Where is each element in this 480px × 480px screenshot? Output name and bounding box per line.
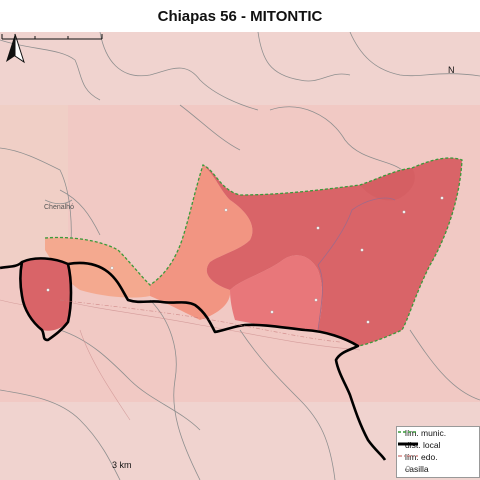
legend-item-municipal-limit: lím. munic. bbox=[397, 427, 479, 439]
state-limit-line bbox=[59, 299, 341, 343]
legend-item-state-limit: lím. edo. bbox=[397, 451, 479, 463]
map-band-top bbox=[0, 32, 480, 105]
place-label-chenalho: Chenalhó bbox=[44, 204, 74, 211]
north-label: N bbox=[448, 65, 455, 75]
internal-boundary bbox=[317, 197, 396, 331]
dashed-green-line-icon bbox=[398, 431, 418, 433]
section-light bbox=[150, 165, 253, 320]
casilla-markers bbox=[46, 196, 444, 324]
scale-label: 3 km bbox=[112, 460, 132, 470]
section-dark bbox=[203, 157, 462, 346]
neighbour-boundaries bbox=[0, 32, 480, 480]
map-title: Chiapas 56 - MITONTIC bbox=[157, 7, 323, 25]
legend-label: dist. local bbox=[405, 440, 441, 450]
circle-marker-icon bbox=[405, 465, 411, 471]
legend-label: casilla bbox=[405, 464, 429, 474]
thick-black-line-icon bbox=[398, 442, 418, 446]
map-legend: lím. munic. dist. local lím. edo. casill… bbox=[396, 426, 480, 478]
section-mid bbox=[230, 255, 323, 330]
legend-item-local-district: dist. local bbox=[397, 439, 479, 451]
scale-bar bbox=[1, 34, 103, 40]
legend-label: lím. munic. bbox=[405, 428, 447, 438]
section-west-exclave bbox=[20, 258, 71, 331]
legend-item-casilla: casilla bbox=[397, 463, 479, 475]
section-northeast bbox=[360, 168, 415, 201]
legend-label: lím. edo. bbox=[405, 452, 438, 462]
municipal-limit-line bbox=[44, 157, 463, 347]
dash-dot-red-line-icon bbox=[398, 455, 418, 457]
local-district-line bbox=[0, 257, 387, 461]
map-canvas[interactable]: N Chenalhó 3 km lím. munic. dist. local bbox=[0, 32, 480, 480]
map-svg bbox=[0, 32, 480, 480]
north-arrow-icon bbox=[6, 33, 25, 64]
municipality-sections bbox=[20, 157, 462, 346]
